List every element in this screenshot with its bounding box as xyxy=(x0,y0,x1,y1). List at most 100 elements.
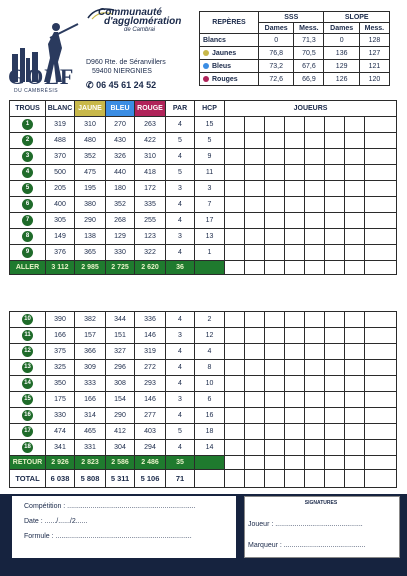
player-score-cell[interactable] xyxy=(224,311,245,328)
player-total-cell[interactable] xyxy=(324,469,345,488)
player-score-cell[interactable] xyxy=(244,180,265,197)
player-score-cell[interactable] xyxy=(264,180,285,197)
formule-field[interactable]: Formule : ..............................… xyxy=(24,533,192,540)
player-score-cell[interactable] xyxy=(324,180,345,197)
player-score-cell[interactable] xyxy=(364,343,397,360)
player-total-cell[interactable] xyxy=(364,469,397,488)
player-score-cell[interactable] xyxy=(344,391,365,408)
player-score-cell[interactable] xyxy=(244,244,265,261)
player-score-cell[interactable] xyxy=(363,228,398,245)
player-score-cell[interactable] xyxy=(364,375,397,392)
player-score-cell[interactable] xyxy=(284,343,305,360)
player-score-cell[interactable] xyxy=(224,180,245,197)
player-score-cell[interactable] xyxy=(304,180,325,197)
player-score-cell[interactable] xyxy=(284,407,305,424)
player-score-cell[interactable] xyxy=(344,423,365,440)
player-score-cell[interactable] xyxy=(324,439,345,456)
player-score-cell[interactable] xyxy=(224,407,245,424)
player-score-cell[interactable] xyxy=(344,244,365,261)
player-score-cell[interactable] xyxy=(364,391,397,408)
player-score-cell[interactable] xyxy=(224,439,245,456)
player-total-cell[interactable] xyxy=(224,455,245,470)
player-total-cell[interactable] xyxy=(324,260,345,275)
player-score-cell[interactable] xyxy=(363,116,398,133)
player-score-cell[interactable] xyxy=(344,327,365,344)
player-score-cell[interactable] xyxy=(244,164,265,181)
player-total-cell[interactable] xyxy=(304,260,325,275)
player-score-cell[interactable] xyxy=(264,423,285,440)
player-score-cell[interactable] xyxy=(304,132,325,149)
player-score-cell[interactable] xyxy=(264,439,285,456)
date-field[interactable]: Date : ....../....../2...... xyxy=(24,518,88,525)
player-score-cell[interactable] xyxy=(284,180,305,197)
player-total-cell[interactable] xyxy=(284,260,305,275)
player-score-cell[interactable] xyxy=(284,423,305,440)
player-total-cell[interactable] xyxy=(304,469,325,488)
player-score-cell[interactable] xyxy=(363,180,398,197)
player-score-cell[interactable] xyxy=(224,212,245,229)
player-score-cell[interactable] xyxy=(304,311,325,328)
player-score-cell[interactable] xyxy=(324,327,345,344)
player-total-cell[interactable] xyxy=(224,260,245,275)
joueur-signature-field[interactable]: Joueur : ...............................… xyxy=(248,521,363,528)
player-total-cell[interactable] xyxy=(284,455,305,470)
player-score-cell[interactable] xyxy=(324,116,345,133)
player-score-cell[interactable] xyxy=(304,212,325,229)
player-score-cell[interactable] xyxy=(264,327,285,344)
player-score-cell[interactable] xyxy=(304,327,325,344)
player-score-cell[interactable] xyxy=(244,439,265,456)
player-score-cell[interactable] xyxy=(244,391,265,408)
player-score-cell[interactable] xyxy=(363,164,398,181)
player-score-cell[interactable] xyxy=(363,212,398,229)
player-score-cell[interactable] xyxy=(264,212,285,229)
player-score-cell[interactable] xyxy=(364,359,397,376)
player-score-cell[interactable] xyxy=(324,244,345,261)
player-score-cell[interactable] xyxy=(363,196,398,213)
player-score-cell[interactable] xyxy=(224,327,245,344)
player-score-cell[interactable] xyxy=(224,423,245,440)
player-score-cell[interactable] xyxy=(264,244,285,261)
player-score-cell[interactable] xyxy=(284,116,305,133)
player-score-cell[interactable] xyxy=(344,132,365,149)
player-score-cell[interactable] xyxy=(224,132,245,149)
player-score-cell[interactable] xyxy=(284,327,305,344)
player-score-cell[interactable] xyxy=(324,228,345,245)
player-score-cell[interactable] xyxy=(224,359,245,376)
player-score-cell[interactable] xyxy=(324,148,345,165)
player-score-cell[interactable] xyxy=(224,244,245,261)
player-score-cell[interactable] xyxy=(264,196,285,213)
player-score-cell[interactable] xyxy=(244,196,265,213)
player-score-cell[interactable] xyxy=(244,116,265,133)
player-score-cell[interactable] xyxy=(304,343,325,360)
player-score-cell[interactable] xyxy=(324,164,345,181)
player-total-cell[interactable] xyxy=(284,469,305,488)
player-score-cell[interactable] xyxy=(304,196,325,213)
player-score-cell[interactable] xyxy=(284,375,305,392)
player-score-cell[interactable] xyxy=(244,132,265,149)
player-score-cell[interactable] xyxy=(304,228,325,245)
competition-field[interactable]: Compétition : ..........................… xyxy=(24,503,196,510)
player-score-cell[interactable] xyxy=(324,375,345,392)
player-score-cell[interactable] xyxy=(264,116,285,133)
player-score-cell[interactable] xyxy=(244,359,265,376)
player-total-cell[interactable] xyxy=(344,260,365,275)
player-score-cell[interactable] xyxy=(344,212,365,229)
player-score-cell[interactable] xyxy=(224,375,245,392)
player-score-cell[interactable] xyxy=(244,212,265,229)
player-score-cell[interactable] xyxy=(304,439,325,456)
player-total-cell[interactable] xyxy=(344,469,365,488)
player-total-cell[interactable] xyxy=(363,260,398,275)
player-score-cell[interactable] xyxy=(304,375,325,392)
player-score-cell[interactable] xyxy=(363,132,398,149)
player-total-cell[interactable] xyxy=(264,455,285,470)
player-total-cell[interactable] xyxy=(224,469,245,488)
player-score-cell[interactable] xyxy=(344,228,365,245)
player-score-cell[interactable] xyxy=(304,359,325,376)
player-total-cell[interactable] xyxy=(324,455,345,470)
player-score-cell[interactable] xyxy=(304,116,325,133)
player-score-cell[interactable] xyxy=(284,359,305,376)
player-score-cell[interactable] xyxy=(284,391,305,408)
player-score-cell[interactable] xyxy=(264,375,285,392)
player-score-cell[interactable] xyxy=(344,116,365,133)
player-score-cell[interactable] xyxy=(224,343,245,360)
